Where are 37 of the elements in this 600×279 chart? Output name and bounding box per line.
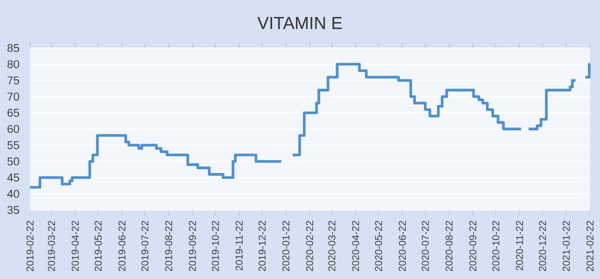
x-tick-label: 2021-01-22: [562, 220, 570, 272]
x-tick-label: 2019-04-22: [72, 220, 79, 272]
y-tick-label: 50: [7, 157, 20, 166]
x-tick-label: 2019-06-22: [118, 220, 126, 272]
y-tick-label: 65: [8, 108, 20, 117]
x-tick-label: 2020-12-22: [538, 220, 546, 272]
y-tick-label: 40: [7, 190, 20, 198]
x-tick-label: 2019-05-22: [94, 220, 102, 272]
x-tick-label: 2019-10-22: [212, 220, 219, 272]
y-tick-label: 75: [8, 76, 20, 84]
x-tick-label: 2020-05-22: [375, 220, 382, 272]
x-tick-label: 2020-08-22: [446, 220, 453, 272]
x-tick-label: 2020-10-22: [492, 220, 500, 272]
y-tick-label: 80: [7, 60, 20, 68]
x-tick-label: 2020-04-22: [352, 220, 360, 272]
x-tick-label: 2019-07-22: [141, 220, 148, 272]
x-tick-label: 2020-02-22: [306, 220, 314, 272]
y-tick-label: 70: [8, 92, 20, 101]
x-tick-label: 2020-06-22: [398, 220, 406, 272]
x-tick-label: 2020-09-22: [469, 220, 476, 272]
y-tick-label: 85: [7, 44, 20, 52]
y-tick-label: 35: [7, 206, 20, 214]
y-tick-label: 55: [7, 141, 20, 150]
x-tick-label: 2020-07-22: [422, 220, 429, 272]
x-tick-label: 2019-03-22: [48, 220, 55, 272]
x-tick-label: 2020-11-22: [516, 220, 524, 270]
x-tick-label: 2019-08-22: [165, 220, 172, 272]
x-tick-label: 2020-03-22: [328, 220, 336, 272]
x-tick-label: 2019-12-22: [258, 220, 266, 272]
x-tick-label: 2019-02-22: [26, 220, 34, 272]
y-tick-label: 45: [7, 174, 20, 182]
x-tick-label: 2021-02-22: [586, 220, 594, 272]
x-tick-label: 2020-01-22: [282, 220, 290, 272]
chart-title: VITAMIN E: [257, 17, 342, 29]
x-tick-label: 2019-11-22: [236, 220, 243, 270]
x-tick-label: 2019-09-22: [188, 220, 196, 272]
y-tick-label: 60: [8, 125, 20, 134]
